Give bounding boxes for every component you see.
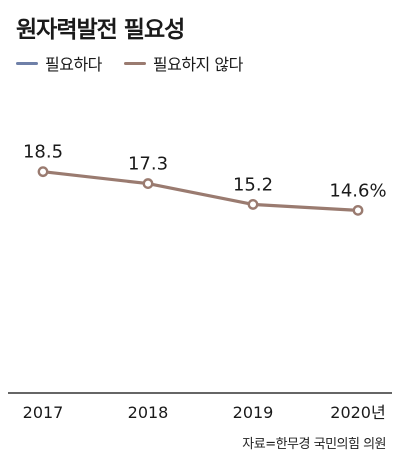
data-label: 18.5: [23, 142, 63, 163]
data-point: [247, 199, 259, 210]
data-point: [142, 178, 154, 189]
legend-item-needed: 필요하다: [16, 51, 102, 75]
x-tick-label: 2019: [233, 403, 274, 422]
legend-label-not-needed: 필요하지 않다: [152, 55, 243, 74]
source-note: 자료=한무경 국민의힘 의원: [242, 437, 386, 452]
data-label: 15.2: [233, 174, 273, 195]
x-tick-label: 2018: [128, 403, 169, 422]
data-label: 14.6%: [329, 180, 386, 201]
legend-label-needed: 필요하다: [45, 55, 102, 74]
legend-swatch-not-needed: [123, 61, 146, 65]
x-tick-label: 2020년: [330, 403, 385, 422]
data-label: 17.3: [128, 154, 168, 175]
x-tick-label: 2017: [23, 403, 64, 422]
legend: 필요하다 필요하지 않다: [16, 52, 265, 74]
data-point: [37, 166, 49, 178]
series-line-not-needed: [41, 170, 360, 212]
legend-item-not-needed: 필요하지 않다: [123, 51, 243, 75]
chart-title: 원자력발전 필요성: [16, 17, 185, 43]
legend-swatch-needed: [16, 61, 38, 65]
data-point: [352, 204, 364, 216]
